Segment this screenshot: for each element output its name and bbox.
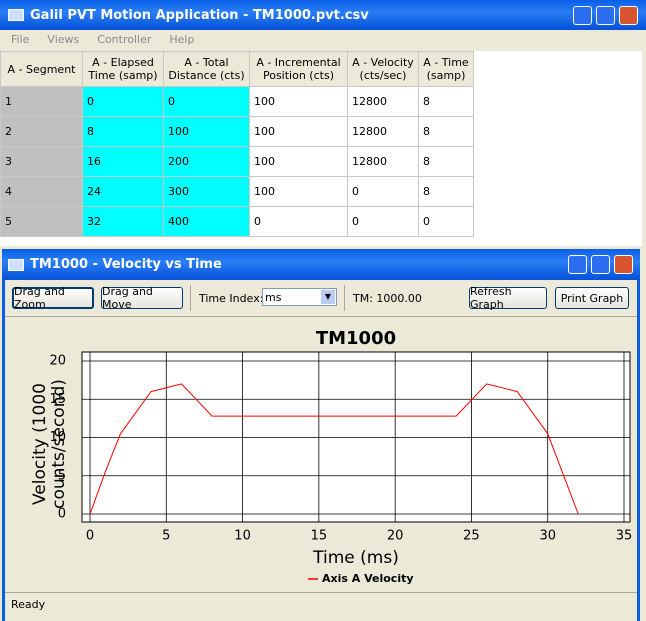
minimize-button[interactable] (568, 255, 587, 274)
menu-item[interactable]: Help (169, 33, 195, 46)
x-tick-label: 0 (86, 529, 94, 544)
time-index-select[interactable]: ms ▼ (262, 288, 337, 306)
table-cell: 12800 (347, 86, 419, 117)
window-title: Galil PVT Motion Application - TM1000.pv… (30, 7, 369, 23)
table-cell: 0 (249, 206, 348, 237)
table-cell: 1 (0, 86, 83, 117)
time-index-label: Time Index: (199, 292, 264, 305)
y-tick-label: 20 (49, 354, 66, 369)
table-cell: 12800 (347, 116, 419, 147)
app-icon (8, 9, 24, 21)
zoom-button[interactable]: Drag and Zoom (12, 285, 94, 311)
plot-frame (81, 351, 631, 523)
chart-title: TM1000 (316, 328, 396, 349)
status-text: Ready (11, 598, 46, 611)
y-tick-label: 10 (49, 430, 66, 445)
column-header: A - Time (samp) (418, 51, 474, 87)
legend-label: Axis A Velocity (322, 572, 414, 585)
table-area: A - Segment A - Elapsed Time (samp) A - To… (0, 51, 642, 246)
table-row: 4 24 300 100 0 8 (0, 176, 474, 207)
x-tick-label: 15 (311, 529, 328, 544)
table-cell: 0 (82, 86, 164, 117)
status-divider (5, 592, 637, 593)
y-tick-label: 15 (49, 392, 66, 407)
select-value: ms (265, 291, 282, 304)
dropdown-arrow[interactable]: ▼ (321, 290, 335, 304)
table-row: 1 0 0 100 12800 8 (0, 86, 474, 117)
move-button[interactable]: Drag and Move (101, 285, 183, 311)
table-cell: 0 (163, 86, 250, 117)
close-button[interactable] (614, 255, 633, 274)
data-table: A - Segment A - Elapsed Time (samp) A - To… (0, 51, 474, 237)
y-tick-label: 5 (58, 468, 66, 483)
x-tick-label: 10 (234, 529, 251, 544)
table-cell: 100 (163, 116, 250, 147)
separator (344, 285, 345, 311)
x-axis-label: Time (ms) (312, 548, 399, 568)
x-tick-label: 25 (463, 529, 480, 544)
table-cell: 400 (163, 206, 250, 237)
close-button[interactable] (619, 6, 638, 25)
table-row: 3 16 200 100 12800 8 (0, 146, 474, 177)
data-line (89, 383, 579, 515)
table-row: 2 8 100 100 12800 8 (0, 116, 474, 147)
table-cell: 32 (82, 206, 164, 237)
menu-item[interactable]: Views (47, 33, 80, 46)
x-tick-label: 5 (162, 529, 170, 544)
menu-item[interactable]: File (11, 33, 30, 46)
minimize-button[interactable] (573, 6, 592, 25)
print-button[interactable]: Print Graph (555, 287, 629, 309)
table-cell: 100 (249, 86, 348, 117)
table-cell: 300 (163, 176, 250, 207)
app-icon (8, 258, 24, 271)
table-cell: 8 (418, 146, 474, 177)
table-cell: 16 (82, 146, 164, 177)
table-cell: 8 (418, 176, 474, 207)
graph-window-title: TM1000 - Velocity vs Time (30, 257, 222, 272)
table-cell: 100 (249, 176, 348, 207)
x-tick-label: 20 (387, 529, 404, 544)
table-cell: 100 (249, 116, 348, 147)
menu-bar: File Views Controller Help (11, 33, 212, 46)
separator (190, 285, 191, 311)
y-tick-label: 0 (58, 507, 66, 522)
main-title-bar: Galil PVT Motion Application - TM1000.pv… (0, 0, 646, 30)
toolbar-divider (5, 316, 637, 317)
table-cell: 0 (418, 206, 474, 237)
table-cell: 8 (418, 116, 474, 147)
table-cell: 3 (0, 146, 83, 177)
maximize-button[interactable] (591, 255, 610, 274)
column-header: A - Total Distance (cts) (163, 51, 250, 87)
table-cell: 5 (0, 206, 83, 237)
graph-title-bar: TM1000 - Velocity vs Time (2, 249, 640, 280)
refresh-button[interactable]: Refresh Graph (469, 285, 547, 311)
x-tick-label: 35 (616, 529, 633, 544)
maximize-button[interactable] (596, 6, 615, 25)
tm-label: TM: 1000.00 (353, 292, 422, 305)
x-tick-label: 30 (539, 529, 556, 544)
column-header: A - Velocity (cts/sec) (347, 51, 419, 87)
table-cell: 0 (347, 206, 419, 237)
table-cell: 200 (163, 146, 250, 177)
table-row: 5 32 400 0 0 0 (0, 206, 474, 237)
table-cell: 8 (418, 86, 474, 117)
menu-item[interactable]: Controller (97, 33, 152, 46)
table-cell: 0 (347, 176, 419, 207)
table-cell: 24 (82, 176, 164, 207)
